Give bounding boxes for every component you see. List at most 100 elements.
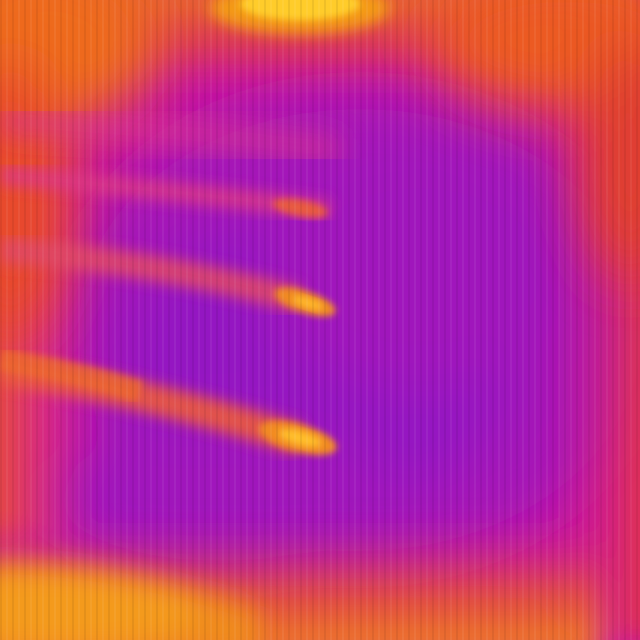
sensor-stripe [264, 0, 266, 640]
sensor-stripe [0, 0, 2, 640]
sensor-stripe [318, 0, 320, 640]
sensor-stripe [636, 0, 638, 640]
sensor-stripe [216, 0, 218, 640]
sensor-stripe [54, 0, 56, 640]
sensor-stripe [438, 0, 440, 640]
sensor-stripe [444, 0, 446, 640]
sensor-stripe [342, 0, 344, 640]
sensor-stripe [516, 0, 518, 640]
sensor-stripe [222, 0, 224, 640]
sensor-stripe [306, 0, 308, 640]
sensor-stripe [366, 0, 368, 640]
sensor-stripe [186, 0, 188, 640]
sensor-stripe [426, 0, 428, 640]
sensor-stripe [504, 0, 506, 640]
sensor-stripe [324, 0, 326, 640]
sensor-stripe [402, 0, 404, 640]
sensor-stripe [414, 0, 416, 640]
sensor-stripe [330, 0, 332, 640]
sensor-stripe [174, 0, 176, 640]
sensor-stripe [510, 0, 512, 640]
sensor-stripe [126, 0, 128, 640]
sensor-stripe [114, 0, 116, 640]
sensor-stripe [348, 0, 350, 640]
sensor-stripe [228, 0, 230, 640]
sensor-stripe [462, 0, 464, 640]
sensor-stripe [396, 0, 398, 640]
sensor-stripe [138, 0, 140, 640]
sensor-stripe [96, 0, 98, 640]
sensor-stripe [486, 0, 488, 640]
sensor-stripe [564, 0, 566, 640]
sensor-stripe [570, 0, 572, 640]
sensor-stripe [132, 0, 134, 640]
sensor-stripe [336, 0, 338, 640]
sensor-stripe [624, 0, 626, 640]
sensor-stripe [588, 0, 590, 640]
sensor-stripe [30, 0, 32, 640]
sensor-stripe [48, 0, 50, 640]
sensor-stripe [210, 0, 212, 640]
sensor-stripe [258, 0, 260, 640]
sensor-stripe [600, 0, 602, 640]
sensor-stripe [528, 0, 530, 640]
sensor-stripe [66, 0, 68, 640]
sensor-stripe [480, 0, 482, 640]
sensor-stripe [12, 0, 14, 640]
sensor-stripe [42, 0, 44, 640]
sensor-stripe [492, 0, 494, 640]
sensor-stripe [60, 0, 62, 640]
sensor-stripe [498, 0, 500, 640]
sensor-stripe [354, 0, 356, 640]
sensor-stripe [246, 0, 248, 640]
sensor-stripe [198, 0, 200, 640]
sensor-stripe [168, 0, 170, 640]
sensor-stripe [108, 0, 110, 640]
sensor-stripe [234, 0, 236, 640]
sensor-stripe [276, 0, 278, 640]
sensor-stripe [474, 0, 476, 640]
sensor-stripe [72, 0, 74, 640]
sensor-stripe [78, 0, 80, 640]
sensor-stripe [240, 0, 242, 640]
sensor-stripe [582, 0, 584, 640]
sensor-stripe [180, 0, 182, 640]
sensor-stripe [558, 0, 560, 640]
sensor-stripe [390, 0, 392, 640]
sensor-stripe [156, 0, 158, 640]
sensor-stripe [84, 0, 86, 640]
sensor-stripe [450, 0, 452, 640]
sensor-stripe [372, 0, 374, 640]
sensor-stripe [288, 0, 290, 640]
sensor-stripe [18, 0, 20, 640]
sensor-stripe [36, 0, 38, 640]
sensor-stripe [282, 0, 284, 640]
sensor-stripe [534, 0, 536, 640]
sensor-stripe [294, 0, 296, 640]
sensor-stripe [540, 0, 542, 640]
sensor-stripe [408, 0, 410, 640]
sensor-stripe [456, 0, 458, 640]
sensor-stripe [384, 0, 386, 640]
sensor-stripe [102, 0, 104, 640]
sensor-stripe [378, 0, 380, 640]
sensor-stripe [162, 0, 164, 640]
sensor-stripe [546, 0, 548, 640]
sensor-stripe [312, 0, 314, 640]
sensor-stripe [630, 0, 632, 640]
sensor-stripe [270, 0, 272, 640]
sensor-stripe [468, 0, 470, 640]
sensor-stripe [300, 0, 302, 640]
sensor-stripe [90, 0, 92, 640]
sensor-stripe [576, 0, 578, 640]
sensor-stripe [420, 0, 422, 640]
sensor-stripe [618, 0, 620, 640]
sensor-stripe [144, 0, 146, 640]
sensor-stripe [204, 0, 206, 640]
sensor-stripe [360, 0, 362, 640]
sensor-stripe [120, 0, 122, 640]
sensor-stripe [192, 0, 194, 640]
sensor-stripe [606, 0, 608, 640]
